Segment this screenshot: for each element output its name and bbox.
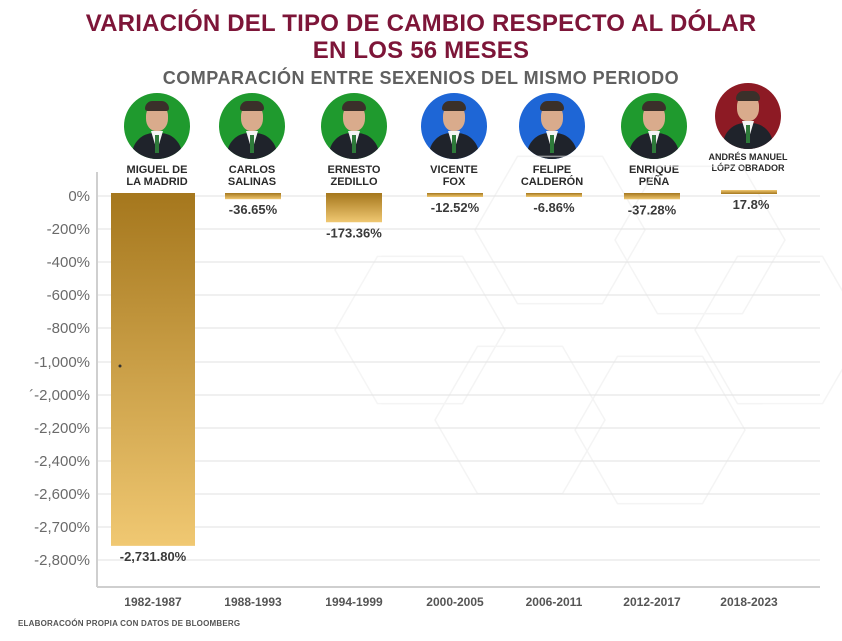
- data-label: -36.65%: [229, 202, 278, 217]
- president-name: MIGUEL DE LA MADRID: [107, 164, 207, 188]
- data-label: 17.8%: [733, 197, 770, 212]
- y-tick-label: -800%: [47, 320, 90, 337]
- stray-dot: [118, 364, 122, 368]
- x-tick-label: 1994-1999: [325, 595, 383, 609]
- y-tick-label: 0%: [68, 188, 90, 205]
- president-photo-tie: [250, 135, 254, 153]
- president-name-line: FOX: [442, 176, 466, 188]
- hexagon-2: [434, 345, 606, 495]
- president-name: CARLOS SALINAS: [202, 164, 302, 188]
- y-tick-label: -400%: [47, 254, 90, 271]
- president-photo: [219, 93, 285, 159]
- bar-2018-2023: [721, 189, 777, 194]
- president-photo-tie: [652, 135, 656, 153]
- bar-1988-1993: [225, 193, 281, 200]
- y-tick-label: -1,000%: [34, 354, 90, 371]
- y-tick-label: -200%: [47, 221, 90, 238]
- x-tick-label: 2006-2011: [526, 595, 583, 609]
- president-name-line: CARLOS: [228, 164, 276, 176]
- president-photo-hair: [145, 101, 169, 111]
- president-name-line: SALINAS: [227, 176, 277, 188]
- x-tick-label: 1982-1987: [124, 595, 182, 609]
- chart-subtitle: COMPARACIÓN ENTRE SEXENIOS DEL MISMO PER…: [162, 68, 680, 88]
- president-name-line: ZEDILLO: [330, 176, 378, 188]
- y-tick-label: -2,800%: [34, 552, 90, 569]
- bar-2000-2005: [427, 193, 483, 197]
- president-photo-hair: [442, 101, 466, 111]
- source-footer: ELABORACOÓN PROPIA CON DATOS DE BLOOMBER…: [18, 619, 241, 628]
- president-name: FELIPE CALDERÓN: [502, 164, 602, 188]
- data-label: -6.86%: [533, 200, 575, 215]
- president-photo-tie: [452, 135, 456, 153]
- y-tick-label: -2,200%: [34, 420, 90, 437]
- bar-1982-1987: [111, 193, 195, 546]
- president-photo: [421, 93, 487, 159]
- hexagon-1: [614, 165, 786, 315]
- president-name: VICENTE FOX: [404, 164, 504, 188]
- data-label: -173.36%: [326, 225, 382, 240]
- chart-title-line-2: EN LOS 56 MESES: [312, 37, 530, 64]
- president-photo: [321, 93, 387, 159]
- president-photo-tie: [352, 135, 356, 153]
- y-tick-label: -600%: [47, 287, 90, 304]
- bar-1994-1999: [326, 193, 382, 223]
- president-name: ANDRÉS MANUEL LÓPZ OBRADOR: [698, 152, 798, 174]
- president-photo-tie: [155, 135, 159, 153]
- chart-title-line-1: VARIACIÓN DEL TIPO DE CAMBIO RESPECTO AL…: [85, 10, 757, 37]
- y-tick-label: -2,700%: [34, 519, 90, 536]
- president-name-line: ANDRÉS MANUEL: [708, 152, 788, 162]
- president-photo: [519, 93, 585, 159]
- president-photo: [621, 93, 687, 159]
- president-photo-tie: [550, 135, 554, 153]
- president-name-line: MIGUEL DE: [126, 164, 188, 176]
- hexagon-5: [334, 255, 506, 405]
- president-name-line: LÓPZ OBRADOR: [711, 163, 785, 173]
- president-name-line: LA MADRID: [126, 176, 188, 188]
- president-photo-hair: [342, 101, 366, 111]
- y-tick-label: ´-2,000%: [29, 387, 90, 404]
- president-photo-tie: [746, 125, 750, 143]
- data-label: -2,731.80%: [120, 549, 187, 564]
- y-tick-label: -2,400%: [34, 453, 90, 470]
- bar-2006-2011: [526, 193, 582, 197]
- data-label: -12.52%: [431, 200, 480, 215]
- bar-2012-2017: [624, 193, 680, 200]
- president-photo-hair: [736, 91, 760, 101]
- president-photo-hair: [642, 101, 666, 111]
- hexagon-3: [574, 355, 746, 505]
- president-name-line: VICENTE: [430, 164, 478, 176]
- hexagon-0: [474, 155, 646, 305]
- president-photo-hair: [240, 101, 264, 111]
- president-name-line: CALDERÓN: [520, 176, 584, 188]
- president-photo: [715, 83, 781, 149]
- president-name-line: ERNESTO: [327, 164, 381, 176]
- x-tick-label: 1988-1993: [224, 595, 282, 609]
- president-photo: [124, 93, 190, 159]
- president-photo-hair: [540, 101, 564, 111]
- x-tick-label: 2000-2005: [426, 595, 484, 609]
- hexagon-4: [694, 255, 842, 405]
- president-name-line: FELIPE: [532, 164, 572, 176]
- x-tick-label: 2018-2023: [720, 595, 778, 609]
- president-name: ERNESTO ZEDILLO: [304, 164, 404, 188]
- y-tick-label: -2,600%: [34, 486, 90, 503]
- x-tick-label: 2012-2017: [623, 595, 681, 609]
- data-label: -37.28%: [628, 202, 677, 217]
